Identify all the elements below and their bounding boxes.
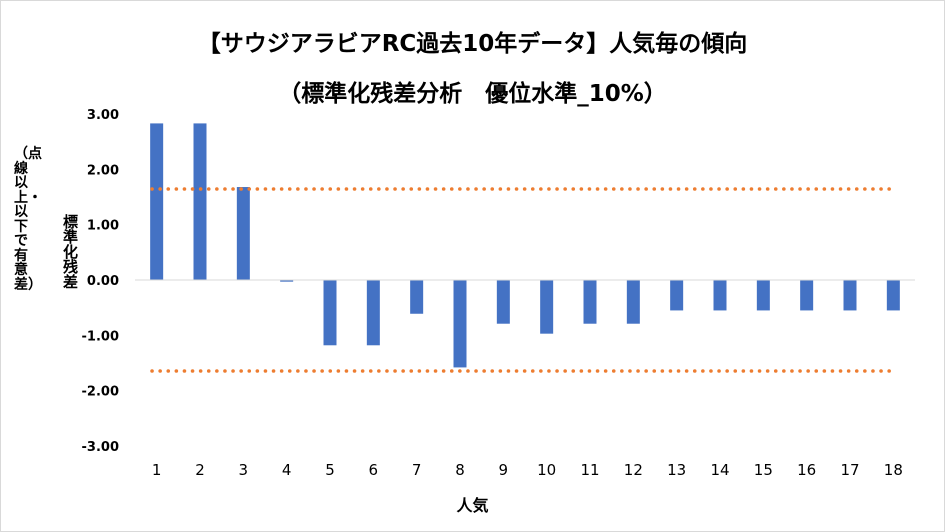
x-tick-label: 8 [455,461,465,479]
y-tick-label: 2.00 [87,163,119,178]
bar [583,280,597,324]
y-tick-label: -3.00 [82,440,119,455]
x-tick-label: 16 [797,461,816,479]
y-tick-label: -2.00 [82,385,119,400]
x-tick-label: 15 [754,461,773,479]
x-tick-label: 18 [884,461,903,479]
chart-subtitle: （標準化残差分析 優位水準_10%） [278,81,667,107]
bar [323,280,337,346]
bar [150,123,164,280]
bar [410,280,424,314]
bar [193,123,207,280]
bar [843,280,857,311]
x-tick-label: 1 [152,461,162,479]
y-tick-label: 0.00 [87,274,119,289]
x-tick-label: 10 [537,461,556,479]
bar [236,187,250,280]
bar [670,280,684,311]
bar [713,280,727,311]
y-tick-label: 1.00 [87,219,119,234]
bar [886,280,900,311]
y-tick-label: -1.00 [82,329,119,344]
x-tick-label: 2 [195,461,205,479]
bar [540,280,554,334]
bar [756,280,770,311]
bar [280,280,294,282]
x-tick-label: 12 [624,461,643,479]
x-tick-label: 13 [667,461,686,479]
x-tick-label: 11 [580,461,599,479]
x-tick-label: 14 [710,461,729,479]
bar [366,280,380,346]
bar [626,280,640,324]
chart-title: 【サウジアラビアRC過去10年データ】人気毎の傾向 [197,31,748,57]
bar [453,280,467,368]
x-tick-label: 4 [282,461,292,479]
x-tick-label: 17 [840,461,859,479]
x-tick-label: 9 [499,461,509,479]
y-tick-label: 3.00 [87,108,119,123]
x-tick-label: 6 [369,461,379,479]
x-tick-label: 7 [412,461,422,479]
bar [800,280,814,311]
bar [496,280,510,324]
y-axis-label: 標準化残差 [63,213,79,291]
x-tick-label: 5 [325,461,335,479]
x-axis-label: 人気 [456,496,489,515]
x-tick-label: 3 [239,461,249,479]
